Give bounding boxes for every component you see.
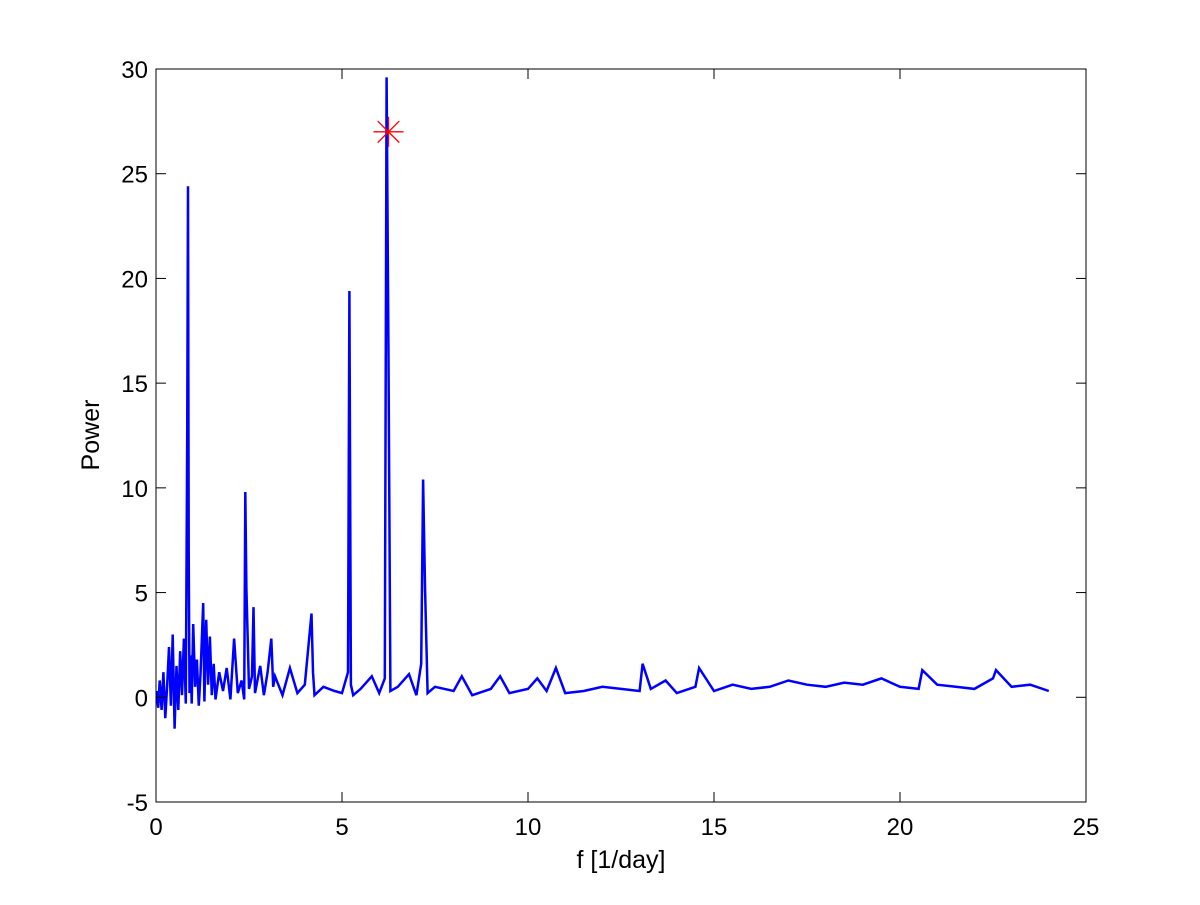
y-tick-label: 0 (135, 685, 148, 712)
x-tick-label: 10 (515, 814, 542, 841)
series-line-0 (155, 77, 1050, 729)
x-tick-label: 5 (335, 814, 348, 841)
x-tick-label: 15 (701, 814, 728, 841)
marker-layer (373, 116, 404, 147)
x-tick-label: 20 (887, 814, 914, 841)
x-axis-label: f [1/day] (577, 846, 666, 874)
y-tick-label: 5 (135, 581, 148, 608)
y-tick-label: 30 (121, 57, 148, 84)
y-tick-label: 10 (121, 476, 148, 503)
peak-marker-asterisk (373, 116, 404, 147)
y-tick-label: 25 (121, 162, 148, 189)
y-tick-label: 15 (121, 371, 148, 398)
data-layer (155, 77, 1050, 729)
plot-area (156, 69, 1086, 802)
y-axis-label: Power (77, 400, 105, 471)
x-tick-label: 25 (1073, 814, 1100, 841)
x-tick-label: 0 (149, 814, 162, 841)
axes-box (155, 68, 1087, 803)
y-tick-label: -5 (127, 790, 148, 817)
y-tick-label: 20 (121, 266, 148, 293)
